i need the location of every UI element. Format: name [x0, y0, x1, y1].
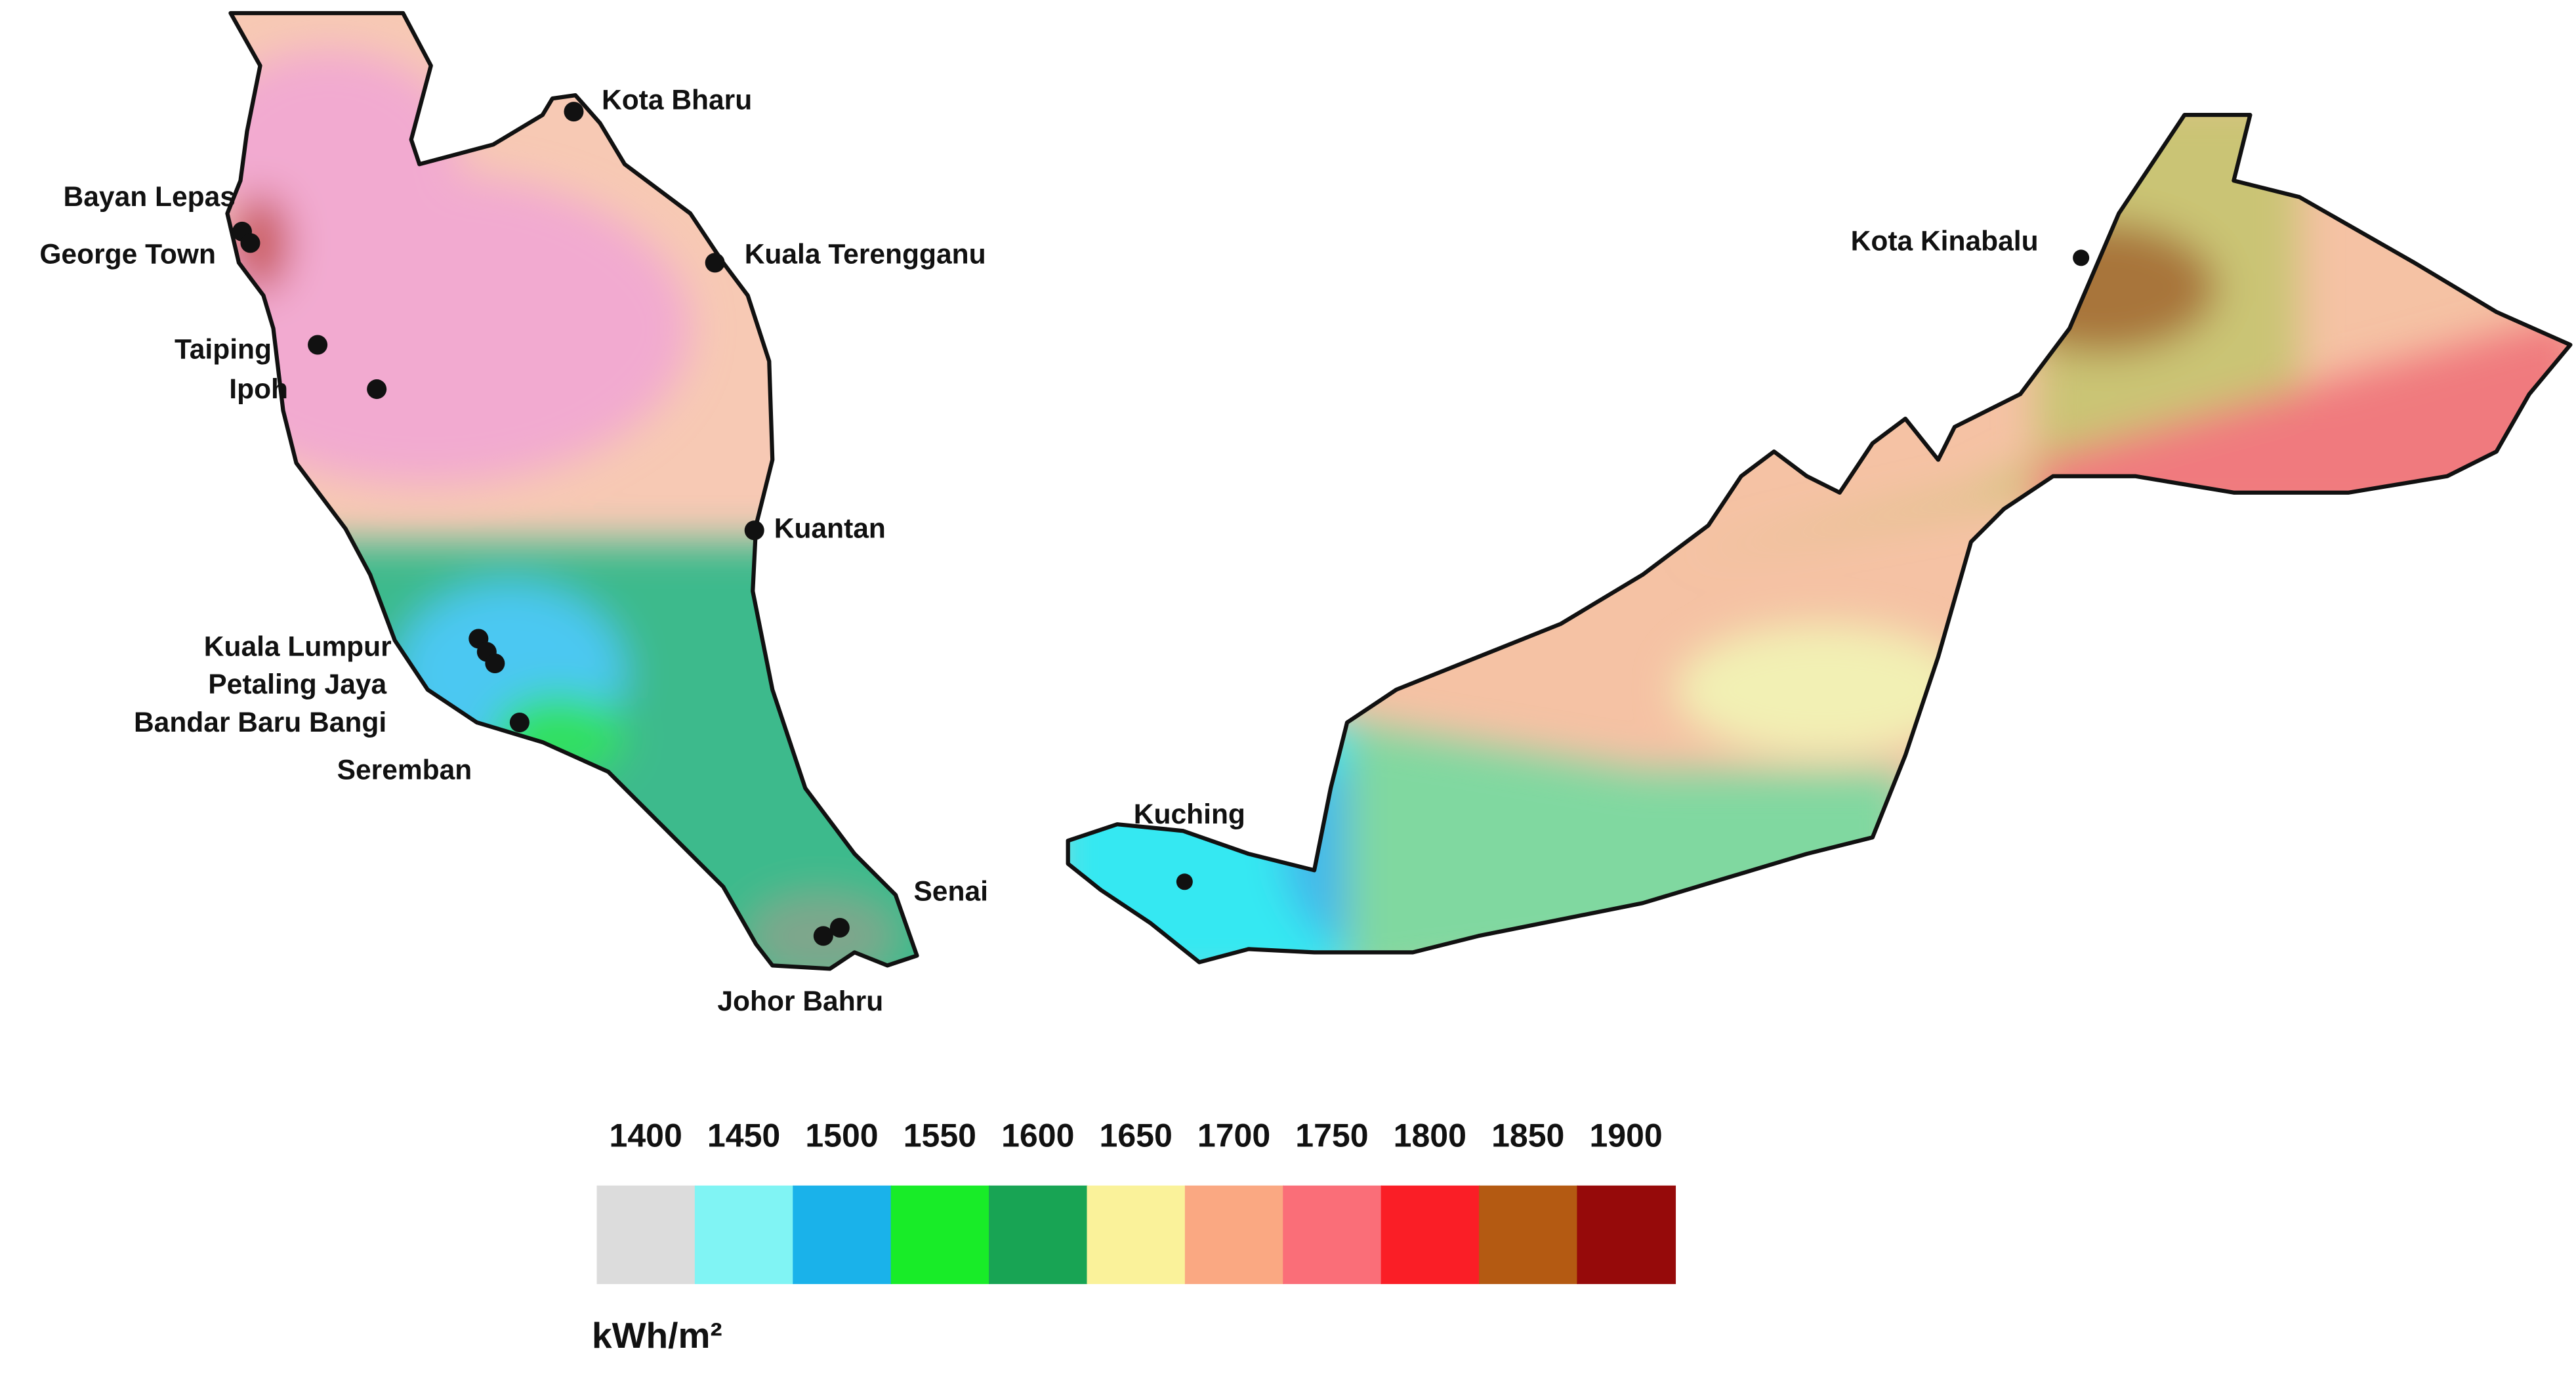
city-label: Kuching — [1134, 799, 1245, 830]
legend-swatch — [989, 1185, 1088, 1284]
legend-label: 1800 — [1394, 1117, 1466, 1154]
city-label: Kuala Terengganu — [745, 239, 986, 270]
city-label: Petaling Jaya — [208, 669, 386, 700]
legend: 1400 1450 1500 1550 1600 1650 1700 1750 1800 1850… — [596, 1117, 1676, 1284]
legend-label: 1550 — [904, 1117, 976, 1154]
legend-swatch — [1087, 1185, 1186, 1284]
city-label: Kota Kinabalu — [1851, 226, 2039, 257]
legend-swatch — [1283, 1185, 1382, 1284]
city-dots — [232, 102, 2090, 946]
legend-swatch — [1184, 1185, 1284, 1284]
legend-swatch — [793, 1185, 892, 1284]
city-label: Senai — [913, 876, 987, 907]
city-label: Taiping — [175, 334, 272, 365]
legend-swatch — [1479, 1185, 1578, 1284]
city-label: Seremban — [337, 754, 472, 785]
legend-label: 1900 — [1589, 1117, 1662, 1154]
city-label: Ipoh — [229, 373, 288, 405]
legend-label: 1450 — [707, 1117, 780, 1154]
legend-swatch — [1381, 1185, 1480, 1284]
city-label: George Town — [39, 239, 216, 270]
legend-label: 1650 — [1099, 1117, 1172, 1154]
legend-label: 1600 — [1001, 1117, 1074, 1154]
legend-swatch — [890, 1185, 990, 1284]
city-label: Johor Bahru — [717, 986, 883, 1017]
legend-swatch — [1577, 1185, 1676, 1284]
legend-label: 1850 — [1491, 1117, 1564, 1154]
legend-swatch — [596, 1185, 696, 1284]
city-label: Bandar Baru Bangi — [134, 707, 386, 738]
city-label: Kota Bharu — [602, 84, 752, 115]
city-labels: Kota Bharu Bayan Lepas George Town Kuala… — [39, 84, 2038, 1017]
legend-label: 1400 — [610, 1117, 682, 1154]
peninsula-fill — [227, 13, 917, 969]
legend-label: 1750 — [1295, 1117, 1368, 1154]
legend-label: 1700 — [1197, 1117, 1270, 1154]
city-label: Kuantan — [774, 513, 886, 545]
legend-swatch — [694, 1185, 794, 1284]
city-label: Kuala Lumpur — [204, 631, 392, 663]
city-label: Bayan Lepas — [64, 181, 236, 213]
legend-label: 1500 — [805, 1117, 878, 1154]
legend-unit: kWh/m² — [592, 1315, 722, 1356]
